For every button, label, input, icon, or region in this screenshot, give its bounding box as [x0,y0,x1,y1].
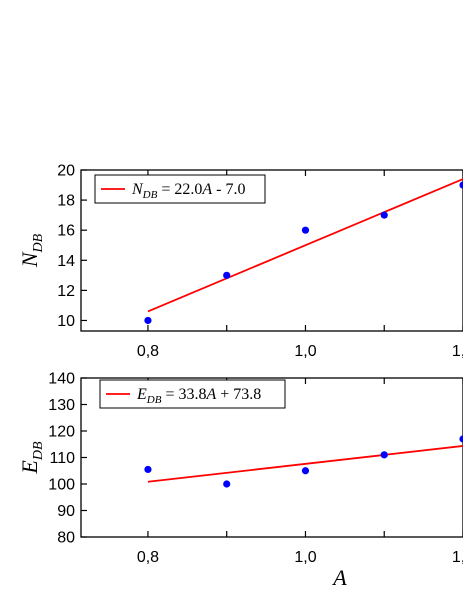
legend: EDB = 33.8A + 73.8 [99,379,286,409]
y-tick-label: 90 [57,503,75,520]
y-tick-label: 16 [57,223,75,240]
legend-label: EDB = 33.8A + 73.8 [136,386,261,406]
y-tick-label: 80 [57,530,75,547]
y-tick-label: 10 [57,313,75,330]
y-tick-label: 18 [57,193,75,210]
x-tick-label: 0,8 [137,549,159,566]
y-tick-label: 20 [57,163,75,180]
data-point [144,465,152,474]
y-tick-label: 14 [57,253,75,270]
chart-panel-1: 10 12 14 16 18 20 0,8 1,0 1,2 NDB NDB = 22.0A - 7.… [17,163,463,360]
fit-line [147,178,463,313]
legend-box [99,379,286,409]
data-point [301,226,310,234]
x-tick-label: 1,2 [452,343,463,360]
data-point [223,271,231,279]
x-tick-label: 1,0 [294,343,316,360]
data-point [144,316,152,325]
legend-label: NDB = 22.0A - 7.0 [131,181,245,201]
y-axis-title: NDB [17,233,46,268]
y-tick-label: 12 [57,283,75,300]
x-tick-label: 0,8 [137,343,159,360]
x-axis-title: A [331,565,347,590]
x-tick-label: 1,2 [452,549,463,566]
y-tick-label: 110 [49,450,75,467]
data-point [459,181,463,189]
data-point [301,467,310,475]
legend: NDB = 22.0A - 7.0 [94,174,266,204]
data-point [223,480,231,488]
data-point [380,211,388,219]
y-tick-label: 140 [48,371,75,388]
y-tick-label: 120 [48,424,75,441]
fit-line [147,445,463,483]
chart-panel-2: 80 90 100 110 120 130 140 0,8 1,0 1,2 EDB A EDB = 33… [17,371,463,590]
y-tick-label: 100 [48,477,75,494]
y-tick-label: 130 [48,397,75,414]
data-point [459,435,463,443]
data-point [380,451,388,459]
y-axis-title: EDB [17,441,46,475]
x-tick-label: 1,0 [294,549,316,566]
plot-frame [80,169,463,332]
